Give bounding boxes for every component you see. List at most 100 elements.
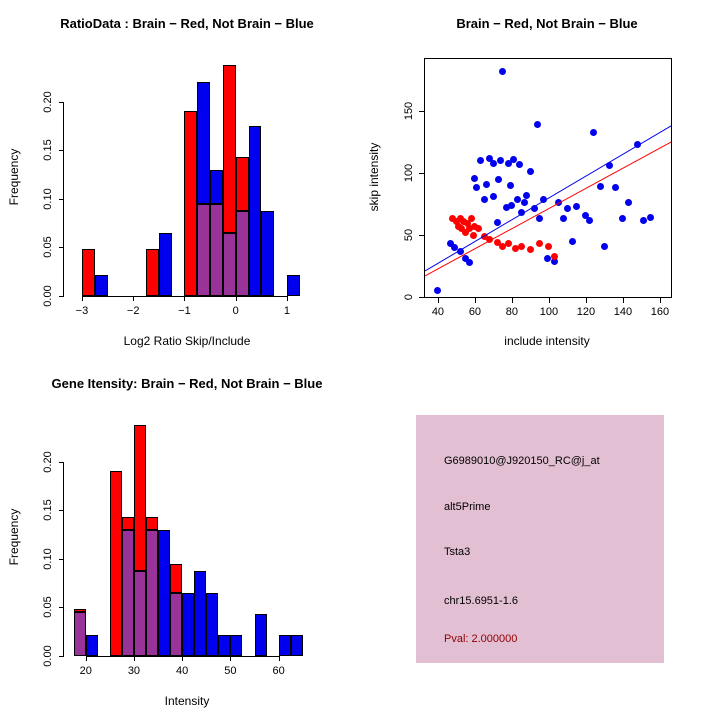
data-point [539,195,547,203]
hist-bar [73,612,86,656]
data-point [508,201,516,209]
hist-bar [230,634,243,656]
hist-bar [85,634,98,656]
x-axis-tick-label: 60 [468,306,482,318]
data-point [550,252,558,260]
hist-bar [109,471,122,656]
data-point [499,67,507,75]
data-point [560,215,568,223]
hist-bar [121,529,134,656]
data-point [586,216,594,224]
y-axis-tick [59,461,64,463]
x-axis-tick [548,298,550,303]
y-axis-tick-label: 0.10 [42,548,54,570]
data-point [471,174,479,182]
x-axis-line [81,296,287,297]
data-point [536,240,544,248]
hist-bar [158,529,171,656]
y-axis-tick-label: 0.20 [42,90,54,113]
hist-bar [133,571,146,656]
x-axis-tick [133,296,135,301]
hist-bar [286,274,300,296]
x-axis-tick [133,656,135,661]
y-axis-tick-label: 0.15 [42,139,54,161]
y-axis-line [63,101,64,296]
data-point [517,209,525,217]
x-axis-tick-label: 1 [283,305,290,317]
data-point [480,195,488,203]
x-axis-tick [511,298,513,303]
data-point [523,191,531,199]
hist-bar [182,592,195,656]
data-point [624,199,632,207]
x-axis-tick [81,296,83,301]
data-point [465,258,473,266]
x-axis-tick-label: 60 [272,665,285,677]
y-axis-tick [419,173,424,175]
y-axis-tick-label: 0 [403,293,415,301]
hist-bar [170,563,183,593]
x-axis-tick [659,298,661,303]
data-point [486,236,494,244]
hist-bar [210,169,223,204]
hist-bar [197,203,211,296]
hist-bar [206,592,219,656]
y-axis-tick [59,198,64,200]
hist-bar [94,274,108,296]
data-point [569,237,577,245]
data-point [526,246,534,254]
data-point [530,205,538,213]
panel-gene-info: G6989010@J920150_RC@j_at alt5Prime Tsta3… [360,360,720,720]
y-axis-tick [59,150,64,152]
hist-bar [222,64,236,233]
y-axis-tick-label: 50 [403,228,415,242]
x-axis-tick-label: −3 [75,305,89,317]
data-point [612,184,619,192]
hist-bar [184,111,198,296]
hist-bar [290,634,303,656]
gene-histogram-plot-area: 20 30 40 50 60 0.00 0.05 0.10 0.15 0.20 [42,418,310,677]
y-axis-tick [59,656,64,657]
data-point [573,203,581,210]
data-point [493,219,501,227]
y-axis-tick [59,101,64,103]
ratio-histogram-y-axis-label: Frequency [7,148,21,206]
x-axis-tick [622,298,624,303]
x-axis-tick-label: 20 [79,665,92,677]
x-axis-tick-label: −1 [178,305,191,317]
scatter-y-axis-label: skip intensity [367,142,381,212]
y-axis-tick [59,247,64,249]
hist-bar [170,592,183,656]
x-axis-tick [235,296,237,301]
data-point [526,168,534,176]
scatter-title: Brain − Red, Not Brain − Blue [456,16,638,31]
x-axis-tick-label: 40 [176,665,189,677]
splice-type-text: alt5Prime [444,501,491,513]
panel-ratio-histogram: RatioData : Brain − Red, Not Brain − Blu… [0,0,360,360]
data-point [639,216,647,224]
data-point [606,162,614,170]
data-point [456,247,464,255]
data-point [434,287,442,295]
x-axis-tick-label: 30 [127,665,141,677]
y-axis-tick-label: 0.00 [42,645,54,667]
data-point [504,240,512,248]
y-axis-tick-label: 0.05 [42,236,54,259]
data-point [597,183,605,191]
hist-bar [254,614,267,656]
x-axis-tick-label: 80 [505,306,519,318]
data-point [489,193,497,201]
hist-bar [81,249,95,296]
x-axis-tick-label: 160 [650,306,670,318]
gene-info-box: G6989010@J920150_RC@j_at alt5Prime Tsta3… [416,415,664,663]
scatter-plot-area: 40 60 80 100 120 140 160 0 50 100 150 [403,58,672,318]
data-point [554,199,562,207]
x-axis-tick [437,298,439,303]
data-point [475,225,483,233]
gene-histogram-y-axis-label: Frequency [7,508,21,566]
data-point [476,157,484,165]
x-axis-tick-label: 40 [431,306,445,318]
x-axis-tick-label: 50 [224,665,237,677]
y-axis-tick [59,296,64,297]
